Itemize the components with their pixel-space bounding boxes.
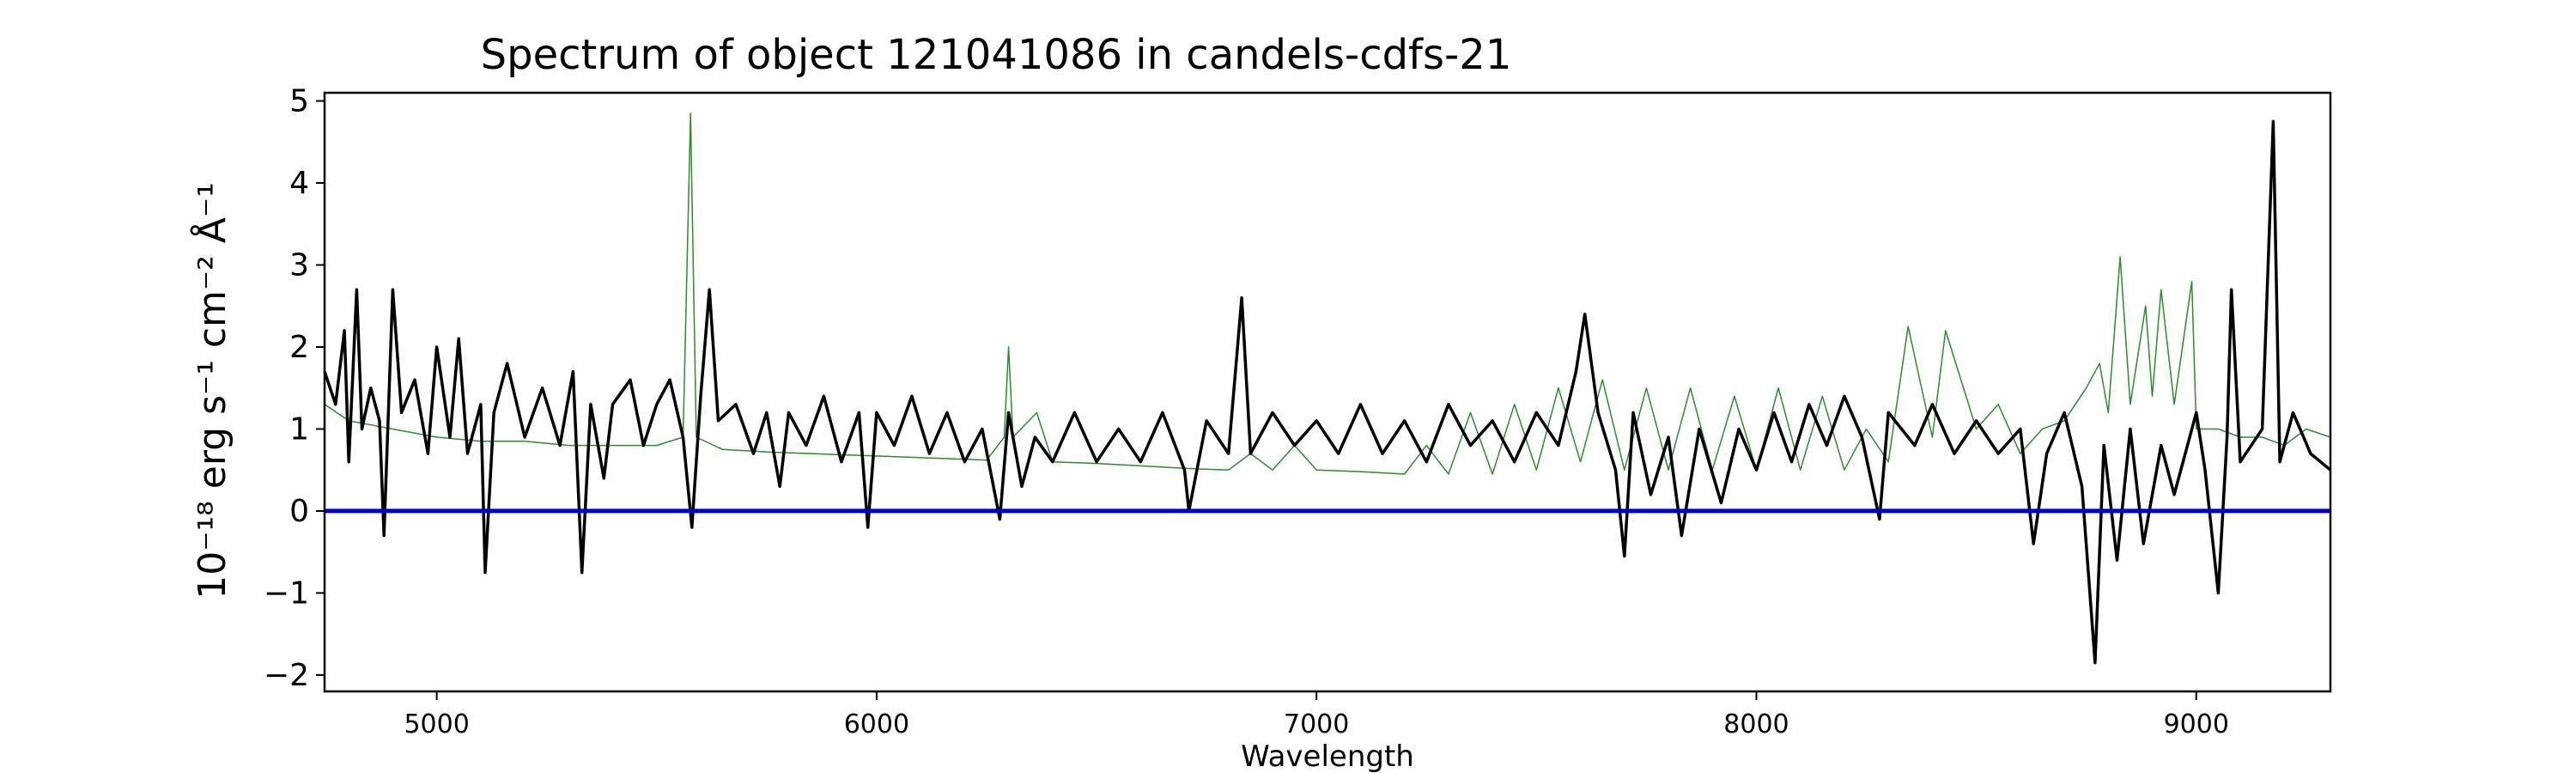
y-tick-label: −1 [264, 575, 309, 611]
x-tick-label: 5000 [404, 709, 469, 740]
y-tick-label: 0 [289, 494, 309, 529]
y-axis-label: 10⁻¹⁸ erg s⁻¹ cm⁻² Å⁻¹ [189, 182, 234, 599]
y-tick-label: 4 [289, 166, 309, 201]
y-tick-label: 3 [289, 248, 309, 283]
y-tick-label: −2 [264, 658, 309, 693]
x-tick-label: 9000 [2164, 709, 2229, 740]
series-line-2 [323, 119, 2332, 665]
y-ticks: −2 −1 0 1 2 3 4 5 [264, 84, 325, 693]
series-layer [323, 113, 2332, 665]
x-tick-label: 6000 [844, 709, 909, 740]
x-tick-label: 8000 [1723, 709, 1789, 740]
y-tick-label: 5 [289, 84, 309, 119]
y-tick-label: 2 [289, 330, 309, 365]
x-ticks: 5000 6000 7000 8000 9000 [404, 691, 2229, 740]
series-line-1 [324, 113, 2331, 475]
x-axis-label: Wavelength [1241, 740, 1414, 773]
x-tick-label: 7000 [1284, 709, 1349, 740]
plot-area-frame [323, 91, 2332, 693]
y-tick-label: 1 [289, 411, 309, 447]
chart-title: Spectrum of object 121041086 in candels-… [481, 31, 1512, 79]
